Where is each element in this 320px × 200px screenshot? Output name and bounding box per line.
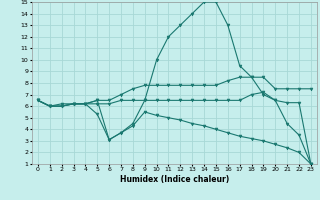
X-axis label: Humidex (Indice chaleur): Humidex (Indice chaleur) [120,175,229,184]
